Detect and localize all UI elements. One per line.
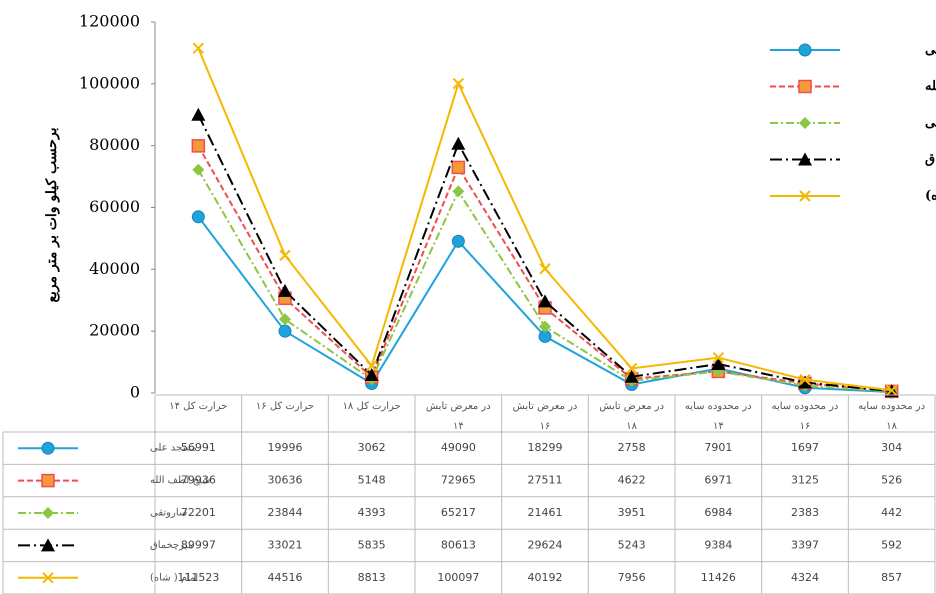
legend-label: شیخ لطف الله	[925, 79, 936, 94]
x-tick-label: در معرض تابش ۱۴	[419, 397, 498, 437]
table-cell: 1697	[791, 441, 819, 454]
table-cell: 79936	[181, 474, 216, 487]
table-cell: 30636	[268, 474, 303, 487]
data-point	[451, 137, 465, 150]
table-cell: 4393	[358, 506, 386, 519]
x-tick-label: در محدوده سایه ۱۸	[852, 397, 931, 437]
legend-label: مسجد علی	[925, 43, 936, 58]
legend-marker	[799, 81, 811, 93]
table-cell: 526	[881, 474, 902, 487]
table-cell: 21461	[528, 506, 563, 519]
table-cell: 100097	[437, 571, 479, 584]
y-tick-label: 120000	[79, 12, 140, 31]
table-cell: 72965	[441, 474, 476, 487]
table-cell: 4324	[791, 571, 819, 584]
table-cell: 72201	[181, 506, 216, 519]
data-point	[192, 140, 204, 152]
table-cell: 7956	[618, 571, 646, 584]
data-point	[192, 164, 204, 176]
y-tick-label: 60000	[89, 197, 140, 216]
y-tick-label: 100000	[79, 73, 140, 92]
table-cell: 19996	[268, 441, 303, 454]
data-point	[452, 185, 464, 197]
table-cell: 304	[881, 441, 902, 454]
legend-marker	[799, 117, 811, 129]
x-tick-label: حرارت کل ۱۸	[332, 397, 411, 417]
table-cell: 9384	[704, 538, 732, 551]
table-key-marker	[42, 507, 54, 519]
x-tick-label: در معرض تابش ۱۶	[506, 397, 585, 437]
legend-label: ساروتقی	[925, 116, 936, 131]
table-cell: 56991	[181, 441, 216, 454]
table-cell: 4622	[618, 474, 646, 487]
data-point	[191, 108, 205, 121]
table-cell: 18299	[528, 441, 563, 454]
table-cell: 6984	[704, 506, 732, 519]
data-point	[452, 161, 464, 173]
x-tick-label: در معرض تابش ۱۸	[592, 397, 671, 437]
data-point	[279, 313, 291, 325]
data-point	[540, 264, 550, 274]
table-cell: 49090	[441, 441, 476, 454]
table-cell: 65217	[441, 506, 476, 519]
table-cell: 11426	[701, 571, 736, 584]
table-cell: 80613	[441, 538, 476, 551]
data-point	[192, 211, 204, 223]
table-cell: 7901	[704, 441, 732, 454]
table-cell: 89997	[181, 538, 216, 551]
table-cell: 33021	[268, 538, 303, 551]
table-cell: 3397	[791, 538, 819, 551]
x-tick-label: در محدوده سایه ۱۶	[766, 397, 845, 437]
series-line	[198, 115, 891, 391]
chart-page: برحسب کیلو وات بر متر مربع 0 20000 40000 60…	[0, 0, 936, 594]
table-cell: 6971	[704, 474, 732, 487]
table-cell: 5835	[358, 538, 386, 551]
y-tick-label: 0	[130, 383, 140, 402]
table-key-marker	[42, 442, 54, 454]
table-cell: 3125	[791, 474, 819, 487]
data-point	[193, 43, 203, 53]
table-cell: 592	[881, 538, 902, 551]
table-cell: 2758	[618, 441, 646, 454]
table-key-marker	[42, 475, 54, 487]
legend-label: میرچخماق	[925, 152, 936, 167]
data-point	[453, 79, 463, 89]
y-axis-label: برحسب کیلو وات بر متر مربع	[44, 127, 60, 302]
table-cell: 27511	[528, 474, 563, 487]
y-tick-label: 80000	[89, 135, 140, 154]
y-tick-label: 40000	[89, 259, 140, 278]
table-cell: 5243	[618, 538, 646, 551]
data-point	[280, 250, 290, 260]
table-cell: 44516	[268, 571, 303, 584]
legend-label: امام ( شاه)	[925, 189, 936, 204]
data-point	[279, 325, 291, 337]
table-cell: 2383	[791, 506, 819, 519]
legend-marker	[799, 44, 811, 56]
table-cell: 23844	[268, 506, 303, 519]
data-point	[452, 235, 464, 247]
series-line	[198, 170, 891, 392]
table-cell: 3951	[618, 506, 646, 519]
table-cell: 442	[881, 506, 902, 519]
table-cell: 5148	[358, 474, 386, 487]
x-tick-label: حرارت کل ۱۴	[159, 397, 238, 417]
table-cell: 8813	[358, 571, 386, 584]
y-tick-label: 20000	[89, 321, 140, 340]
x-tick-label: در محدوده سایه ۱۴	[679, 397, 758, 437]
table-cell: 29624	[528, 538, 563, 551]
x-tick-label: حرارت کل ۱۶	[246, 397, 325, 417]
table-cell: 857	[881, 571, 902, 584]
chart: برحسب کیلو وات بر متر مربع 0 20000 40000 60…	[0, 0, 936, 594]
table-cell: 3062	[358, 441, 386, 454]
table-cell: 40192	[528, 571, 563, 584]
table-cell: 111523	[177, 571, 219, 584]
